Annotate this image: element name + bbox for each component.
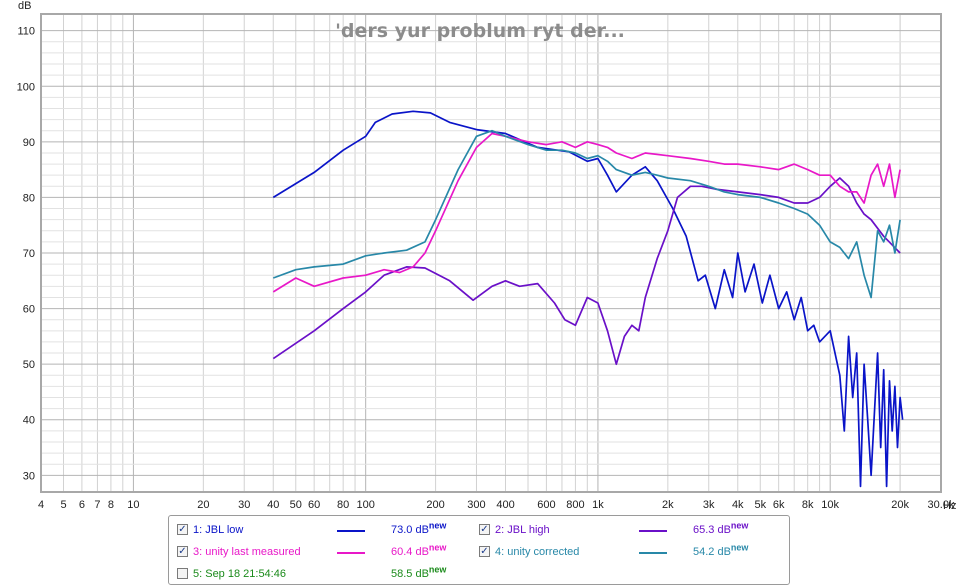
frequency-response-chart: 4 5 6 7 8 10 20 30 40 50 60 80 100 200 300 400 600 800 1k 2… [17,0,957,510]
legend: ✓ 1: JBL low 73.0 dBnew ✓ 2: JBL high 65.3 dB… [168,515,790,585]
legend-swatch [639,530,667,532]
legend-value: 58.5 dBnew [391,564,447,580]
x-tick-label: 20k [891,499,909,510]
x-axis-unit: Hz [943,500,956,510]
series-line-2 [272,177,901,366]
legend-new-badge: new [428,520,447,531]
x-tick-label: 8k [802,499,814,510]
x-tick-label: 100 [356,499,374,510]
legend-checkbox[interactable]: ✓ [479,546,490,557]
x-tick-label: 6k [773,499,785,510]
x-tick-label: 60 [308,499,320,510]
legend-label: 2: JBL high [495,524,550,536]
x-tick-label: 3k [703,499,715,510]
x-tick-label: 800 [566,499,584,510]
x-tick-label: 40 [267,499,279,510]
legend-swatch [639,552,667,554]
legend-new-badge: new [730,520,749,531]
x-tick-label: 80 [337,499,349,510]
y-tick-label: 40 [23,415,35,427]
y-tick-label: 70 [23,248,35,260]
y-axis-label: dB [18,0,31,12]
x-tick-label: 400 [496,499,514,510]
plot-border [40,13,942,493]
x-tick-label: 8 [108,499,114,510]
x-tick-label: 300 [467,499,485,510]
legend-swatch [337,552,365,554]
x-tick-label: 4k [732,499,744,510]
x-tick-label: 30 [238,499,250,510]
x-tick-label: 50 [290,499,302,510]
legend-checkbox[interactable]: ✓ [177,524,188,535]
legend-new-badge: new [730,542,749,553]
y-tick-label: 110 [17,26,35,38]
legend-item-1: ✓ 1: JBL low 73.0 dBnew [177,521,477,539]
x-tick-label: 600 [537,499,555,510]
legend-label: 1: JBL low [193,524,244,536]
x-tick-label: 20 [197,499,209,510]
y-tick-label: 50 [23,359,35,371]
series-layer [272,110,904,488]
legend-label: 3: unity last measured [193,546,301,558]
legend-value: 54.2 dBnew [693,542,749,558]
legend-item-2: ✓ 2: JBL high 65.3 dBnew [479,521,779,539]
x-tick-label: 30.0k [928,499,955,510]
tick-labels: 4 5 6 7 8 10 20 30 40 50 60 80 100 200 300 400 600 800 1k 2… [17,26,955,510]
legend-item-4: ✓ 4: unity corrected 54.2 dBnew [479,543,779,561]
x-tick-label: 4 [38,499,44,510]
legend-swatch [337,530,365,532]
legend-new-badge: new [428,542,447,553]
series-line-3 [272,132,901,293]
y-tick-label: 60 [23,304,35,316]
y-tick-label: 100 [17,81,35,93]
x-tick-label: 5 [60,499,66,510]
legend-value: 60.4 dBnew [391,542,447,558]
legend-checkbox[interactable]: ✓ [479,524,490,535]
y-tick-label: 80 [23,192,35,204]
x-tick-label: 5k [754,499,766,510]
x-tick-label: 10k [821,499,839,510]
legend-label: 4: unity corrected [495,546,580,558]
x-tick-label: 200 [426,499,444,510]
legend-checkbox[interactable] [177,568,188,579]
x-tick-label: 6 [79,499,85,510]
x-tick-label: 1k [592,499,604,510]
legend-label: 5: Sep 18 21:54:46 [193,568,286,580]
legend-value: 73.0 dBnew [391,520,447,536]
legend-value: 65.3 dBnew [693,520,749,536]
series-line-4 [273,129,901,299]
chart-title: 'ders yur problum ryt der... [335,20,625,42]
legend-checkbox[interactable]: ✓ [177,546,188,557]
legend-item-3: ✓ 3: unity last measured 60.4 dBnew [177,543,477,561]
x-tick-label: 10 [127,499,139,510]
x-tick-label: 7 [94,499,100,510]
legend-item-5: 5: Sep 18 21:54:46 58.5 dBnew [177,565,477,583]
y-tick-label: 90 [23,137,35,149]
y-tick-label: 30 [23,470,35,482]
legend-new-badge: new [428,564,447,575]
x-tick-label: 2k [662,499,674,510]
